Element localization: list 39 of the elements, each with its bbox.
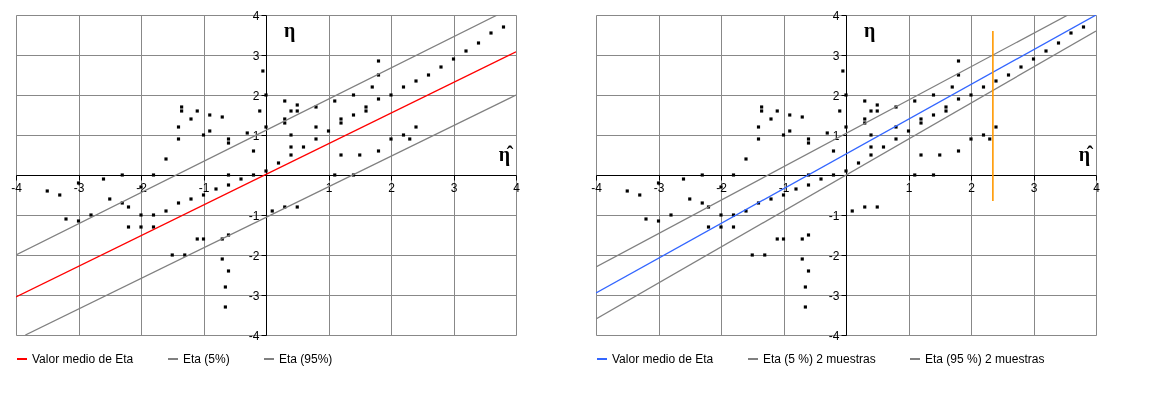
x-tick-label: 4 (1093, 180, 1101, 195)
y-tick-label: 2 (832, 88, 840, 103)
x-tick-label: 3 (1030, 180, 1038, 195)
x-tick-label: -3 (653, 180, 665, 195)
x-tick-label: -3 (73, 180, 85, 195)
y-axis-title: η (284, 19, 296, 42)
y-tick-label: 4 (252, 8, 260, 23)
y-tick-label: -3 (828, 288, 840, 303)
y-axis-title: η (864, 19, 876, 42)
legend-label: Eta (95%) (279, 352, 333, 366)
legend-label: Eta (5%) (183, 352, 230, 366)
legend-label: Eta (95 %) 2 muestras (925, 352, 1045, 366)
y-tick-label: 3 (832, 48, 840, 63)
x-tick-label: 3 (450, 180, 458, 195)
y-tick-label: -1 (828, 208, 840, 223)
y-tick-label: -3 (248, 288, 260, 303)
x-axis-title: η̂ (1078, 143, 1094, 166)
y-tick-label: 3 (252, 48, 260, 63)
x-tick-label: 1 (905, 180, 913, 195)
y-tick-label: -2 (828, 248, 840, 263)
legend-label: Eta (5 %) 2 muestras (763, 352, 876, 366)
y-tick-label: 2 (252, 88, 260, 103)
x-tick-label: -2 (716, 180, 728, 195)
legend-label: Valor medio de Eta (612, 352, 714, 366)
x-tick-label: 4 (513, 180, 521, 195)
legend-label: Valor medio de Eta (32, 352, 134, 366)
x-axis-title: η̂ (498, 143, 514, 166)
x-tick-label: -4 (11, 180, 23, 195)
x-tick-label: 2 (388, 180, 396, 195)
x-tick-label: 2 (968, 180, 976, 195)
y-tick-label: 1 (252, 128, 260, 143)
x-tick-label: -1 (198, 180, 210, 195)
y-tick-label: 4 (832, 8, 840, 23)
x-tick-label: -4 (591, 180, 603, 195)
x-tick-label: -2 (136, 180, 148, 195)
y-tick-label: -4 (248, 328, 260, 343)
y-tick-label: -1 (248, 208, 260, 223)
y-tick-label: -4 (828, 328, 840, 343)
y-tick-label: -2 (248, 248, 260, 263)
